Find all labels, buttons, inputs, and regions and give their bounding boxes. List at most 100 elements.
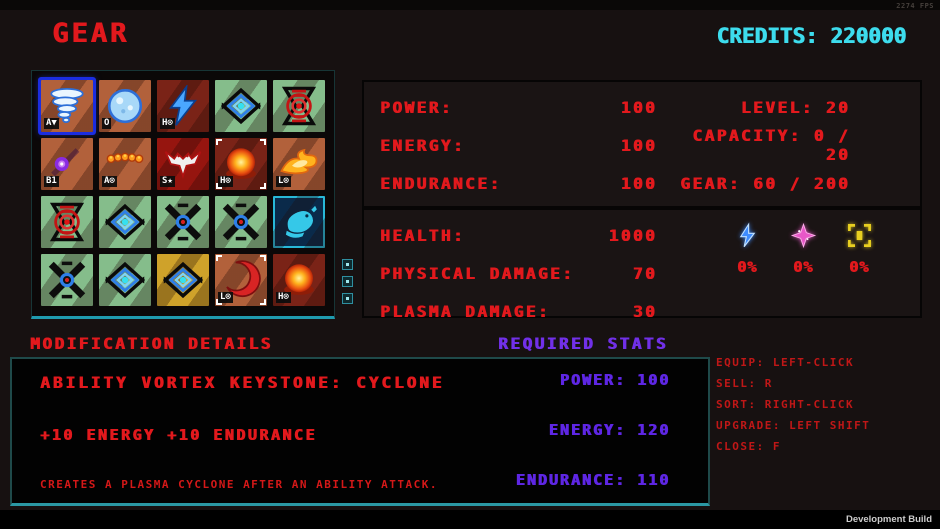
capacity-label: CAPACITY: 0 / 20 [692,126,850,164]
stat-label: PHYSICAL DAMAGE: [380,263,575,283]
required-power: POWER: 100 [559,371,670,389]
inventory-slot-red-pulse[interactable] [273,80,325,132]
hint-equip: EQUIP: LEFT-CLICK [716,356,855,369]
stat-value: 30 [632,301,657,321]
stat-row-endurance: ENDURANCE: 100 GEAR: 60 / 200 [380,164,850,202]
hint-upgrade: UPGRADE: LEFT SHIFT [716,419,871,432]
top-bar [0,0,940,10]
resistance-physical: 0% [719,222,775,330]
required-stats-list: POWER: 100 ENERGY: 120 ENDURANCE: 110 [455,359,708,503]
inventory-slot-ember-beads[interactable]: A⊙ [99,138,151,190]
blue-bolt-icon [734,222,761,253]
resistance-critical: 0% [831,222,887,330]
stat-label: PLASMA DAMAGE: [380,301,550,321]
stat-label: ENDURANCE: [380,173,502,193]
credits-label: CREDITS: 220000 [716,24,906,48]
ember-beads-icon [104,143,146,185]
hint-sell: SELL: R [716,377,773,390]
stat-value: 100 [620,97,657,117]
slot-label: B1 [44,176,59,187]
slot-label: L⊙ [276,176,291,187]
inventory-slot-flame[interactable]: L⊙ [273,138,325,190]
secondary-stats: HEALTH: 1000 PHYSICAL DAMAGE: 70 PLASMA … [364,210,920,334]
inventory-slot-rat[interactable] [273,196,325,248]
modification-description: CREATES A PLASMA CYCLONE AFTER AN ABILIT… [40,478,439,491]
stat-row-energy: ENERGY: 100 CAPACITY: 0 / 20 [380,126,850,164]
stat-row-power: POWER: 100 LEVEL: 20 [380,88,850,126]
inventory-slot-eagle[interactable]: S★ [157,138,209,190]
stat-label: POWER: [380,97,453,117]
stat-label: ENERGY: [380,135,465,155]
stats-panel: POWER: 100 LEVEL: 20 ENERGY: 100 CAPACIT… [362,80,922,321]
slot-label: O [102,118,112,129]
resistances: 0% 0% 0% [673,216,897,330]
required-energy: ENERGY: 120 [548,421,670,439]
flame-icon [278,143,320,185]
purple-orb-icon [46,143,88,185]
build-label: Development Build [845,514,932,525]
inventory-slot-x-vortex[interactable] [41,254,93,306]
inventory-slot-cyclone[interactable]: A▼ [41,80,93,132]
modification-details-header: MODIFICATION DETAILS [30,334,273,353]
hint-close: CLOSE: F [716,440,781,453]
inventory-slot-vortex-eye[interactable] [157,254,209,306]
lightning-icon [162,85,204,127]
yellow-target-icon [846,224,873,253]
resistance-plasma: 0% [775,222,831,330]
x-vortex-icon [162,201,204,243]
vortex-eye-icon [220,85,262,127]
gear-capacity-label: GEAR: 60 / 200 [680,173,850,193]
slot-label: H⊙ [276,292,291,303]
inventory-slot-lightning[interactable]: H⊙ [157,80,209,132]
hint-sort: SORT: RIGHT-CLICK [716,398,855,411]
cyclone-icon [46,85,88,127]
inventory-slot-x-vortex[interactable] [157,196,209,248]
slot-label: A▼ [44,118,59,129]
inventory-panel: A▼ O H⊙ B1 A⊙ S★ H⊙ L⊙ L⊙ H⊙ [31,70,335,319]
inventory-slot-red-pulse[interactable] [41,196,93,248]
x-vortex-icon [220,201,262,243]
modification-details-panel: ABILITY VORTEX KEYSTONE: CYCLONE +10 ENE… [10,357,710,506]
inventory-slot-fireball[interactable]: H⊙ [273,254,325,306]
resistance-value: 0% [736,258,758,276]
required-endurance: ENDURANCE: 110 [515,471,670,489]
resistance-value: 0% [848,258,870,276]
fps-counter: 2274 FPS [896,2,934,10]
inventory-slot-frost-orb[interactable]: O [99,80,151,132]
resistance-value: 0% [792,258,814,276]
vortex-eye-icon [162,259,204,301]
control-hints: EQUIP: LEFT-CLICK SELL: R SORT: RIGHT-CL… [716,355,870,460]
slot-label: H⊙ [160,118,175,129]
modification-name: ABILITY VORTEX KEYSTONE: CYCLONE [40,373,445,392]
scroll-dot[interactable] [342,276,353,287]
stat-label: HEALTH: [380,225,465,245]
footer-bar: Development Build [0,510,940,529]
primary-stats: POWER: 100 LEVEL: 20 ENERGY: 100 CAPACIT… [364,82,920,210]
inventory-grid: A▼ O H⊙ B1 A⊙ S★ H⊙ L⊙ L⊙ H⊙ [41,80,325,306]
slot-label: A⊙ [102,176,117,187]
page-title: GEAR [52,18,130,49]
stat-value: 100 [620,173,657,193]
inventory-slot-crescent[interactable]: L⊙ [215,254,267,306]
vortex-eye-icon [104,259,146,301]
rat-icon [278,201,320,243]
inventory-slot-x-vortex[interactable] [215,196,267,248]
stat-row-physical-damage: PHYSICAL DAMAGE: 70 [380,254,673,292]
stat-value: 1000 [608,225,657,245]
inventory-slot-purple-orb[interactable]: B1 [41,138,93,190]
scroll-dot[interactable] [342,293,353,304]
frost-orb-icon [104,85,146,127]
scroll-dot[interactable] [342,259,353,270]
inventory-slot-fireball[interactable]: H⊙ [215,138,267,190]
inventory-slot-vortex-eye[interactable] [99,254,151,306]
inventory-slot-vortex-eye[interactable] [99,196,151,248]
stat-row-plasma-damage: PLASMA DAMAGE: 30 [380,292,673,330]
modification-bonus: +10 ENERGY +10 ENDURANCE [40,426,317,444]
stat-value: 70 [632,263,657,283]
red-pulse-icon [46,201,88,243]
pink-star-icon [790,222,817,253]
fireball-icon [278,259,320,301]
inventory-slot-vortex-eye[interactable] [215,80,267,132]
eagle-icon [162,143,204,185]
